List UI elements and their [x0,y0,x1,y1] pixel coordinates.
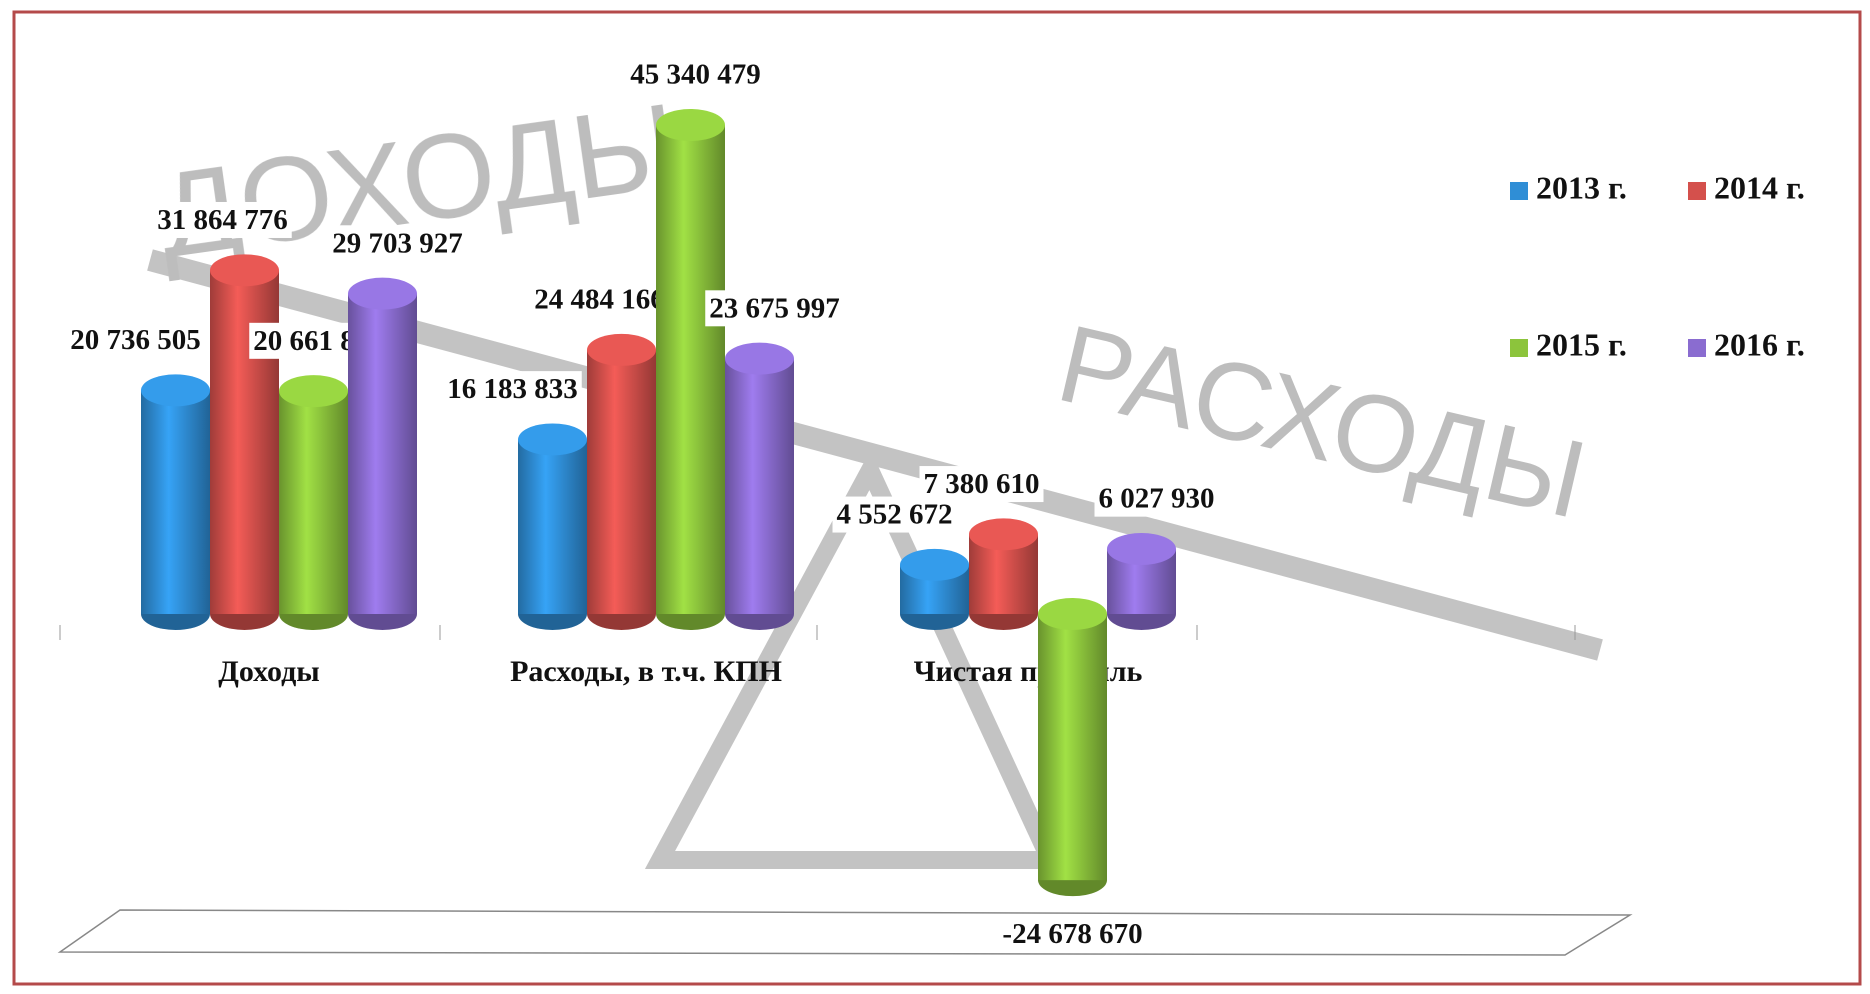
x-tick-label: Доходы [218,655,319,688]
legend-swatch [1510,339,1528,357]
bar-body [1038,614,1107,880]
legend-label: 2013 г. [1536,169,1627,205]
bar-body [518,439,587,614]
bar-body [141,390,210,614]
legend-label: 2016 г. [1714,326,1805,362]
value-label: 16 183 833 [447,373,578,405]
bar-top [348,278,417,310]
bar-top [900,549,969,581]
bar [969,518,1038,630]
bar-top [725,343,794,375]
value-label: 29 703 927 [332,227,463,259]
bar [1038,598,1107,896]
bar [1107,533,1176,630]
value-label: 23 675 997 [709,292,840,324]
bar [656,109,725,630]
bar-top [969,518,1038,550]
bar-body [587,350,656,614]
bar-top [656,109,725,141]
x-tick-label: Расходы, в т.ч. КПН [510,655,782,688]
chart: ДОХОДЫРАСХОДЫ ДоходыРасходы, в т.ч. КПНЧ… [0,0,1870,989]
bar-top [1038,598,1107,630]
bar [587,334,656,630]
bar-body [725,359,794,614]
value-label: -24 678 670 [1002,918,1142,950]
value-label: 7 380 610 [924,468,1040,500]
bar-body [348,294,417,614]
bar-top [210,254,279,286]
value-label: 20 736 505 [70,324,201,356]
bar [141,374,210,630]
bar [279,375,348,630]
bar-top [279,375,348,407]
legend-swatch [1688,182,1706,200]
bar [518,423,587,630]
value-label: 45 340 479 [630,59,761,91]
bar-body [656,125,725,614]
value-label: 31 864 776 [157,204,288,236]
bar [725,343,794,630]
bar [900,549,969,630]
legend-label: 2015 г. [1536,326,1627,362]
legend-swatch [1510,182,1528,200]
bar-top [1107,533,1176,565]
legend-swatch [1688,339,1706,357]
page: {"chart_data": {"type": "bar3d", "backgr… [0,0,1870,989]
bar [348,278,417,630]
bar-top [587,334,656,366]
x-tick-label: Чистая прибыль [914,655,1143,688]
floor [60,910,1630,955]
value-label: 4 552 672 [837,499,953,531]
value-label: 6 027 930 [1099,483,1215,515]
bar-body [279,391,348,614]
bar-top [518,423,587,455]
legend-label: 2014 г. [1714,169,1805,205]
bar-top [141,374,210,406]
bar-body [210,270,279,614]
value-label: 24 484 166 [534,284,665,316]
bar [210,254,279,630]
